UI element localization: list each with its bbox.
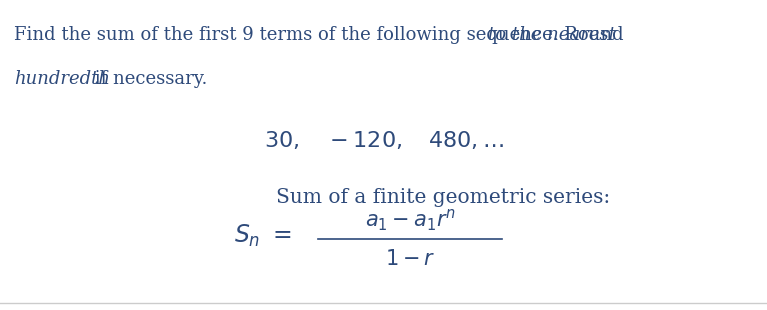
Text: $30, \quad -120, \quad 480, \ldots$: $30, \quad -120, \quad 480, \ldots$ [264,130,503,152]
Text: Find the sum of the first 9 terms of the following sequence. Round: Find the sum of the first 9 terms of the… [14,26,629,44]
Text: $1 - r$: $1 - r$ [385,249,436,269]
Text: hundredth: hundredth [14,70,110,88]
Text: if necessary.: if necessary. [89,70,207,88]
Text: $S_n\ =$: $S_n\ =$ [234,223,291,249]
Text: Sum of a finite geometric series:: Sum of a finite geometric series: [276,188,611,206]
Text: to the nearest: to the nearest [488,26,616,44]
Text: $a_1 - a_1 r^n$: $a_1 - a_1 r^n$ [365,207,456,233]
